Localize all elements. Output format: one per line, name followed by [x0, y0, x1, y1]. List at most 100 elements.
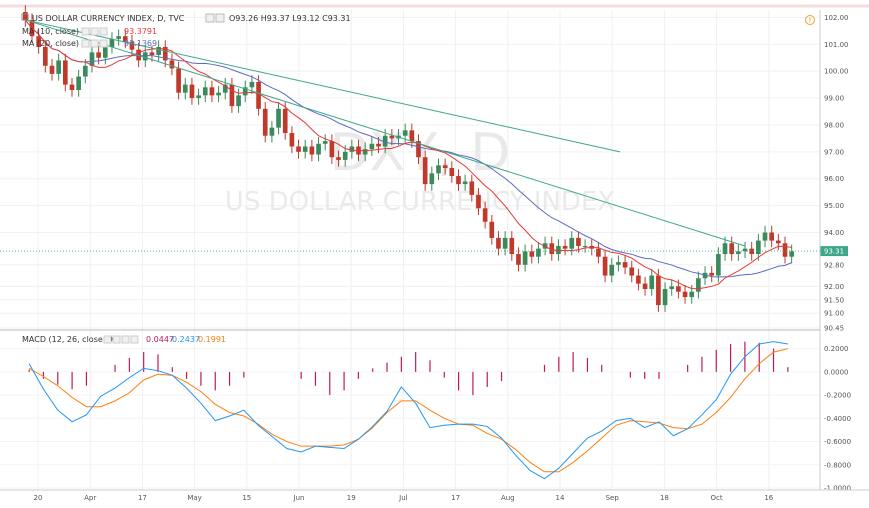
sma20-buttons[interactable]	[81, 39, 108, 48]
macd-tick-label: -0.2000	[824, 392, 851, 400]
candle-body	[296, 146, 301, 152]
x-tick-label: 17	[451, 494, 460, 502]
candle-body	[642, 283, 648, 290]
candle-body	[402, 130, 408, 136]
x-tick-label: Sep	[606, 494, 620, 502]
sma20-label: MA (20, close)	[22, 39, 79, 48]
candle-body	[122, 36, 128, 42]
legend-buttons[interactable]	[205, 13, 225, 23]
candle-body	[109, 38, 115, 47]
candle-body	[409, 130, 415, 142]
price-tick-label: 90.45	[824, 325, 844, 333]
price-tick-label: 92.00	[824, 283, 844, 291]
macd-buttons[interactable]	[103, 335, 139, 344]
macd-tick-label: -0.6000	[824, 438, 851, 446]
price-tick-label: 91.00	[824, 310, 844, 318]
candle-body	[309, 146, 315, 155]
sma10-buttons[interactable]	[81, 27, 108, 36]
macd-close-icon[interactable]	[121, 335, 130, 344]
settings-icon[interactable]	[215, 13, 225, 23]
alert-icon[interactable]	[805, 15, 815, 25]
candle-body	[756, 240, 761, 255]
candle-body	[149, 52, 155, 56]
candle-body	[422, 157, 428, 185]
candle-body	[476, 194, 481, 209]
candle-body	[22, 12, 28, 21]
price-tick-label: 100.00	[824, 68, 849, 76]
candle-body	[742, 248, 748, 252]
price-tick-label: 99.00	[824, 95, 844, 103]
candle-body	[196, 95, 201, 99]
sma20-close-icon[interactable]	[99, 39, 108, 48]
candle-body	[736, 251, 741, 255]
sma10-line	[24, 19, 792, 290]
macd-hist-value: 0.0447	[146, 335, 174, 344]
candle-body	[582, 245, 588, 247]
candle-body	[129, 41, 135, 50]
candle-body	[49, 65, 55, 74]
candle-body	[82, 65, 88, 77]
sma20-settings-icon[interactable]	[90, 39, 99, 48]
candle-body	[276, 108, 281, 128]
macd-title: MACD (12, 26, close, 9)	[22, 335, 116, 344]
x-tick-label: Jul	[398, 494, 408, 502]
macd-more-icon[interactable]	[130, 335, 139, 344]
price-tick-label: 101.00	[824, 41, 849, 49]
macd-settings-icon[interactable]	[112, 335, 121, 344]
candle-body	[342, 151, 348, 160]
macd-tick-label: 0.2000	[824, 345, 849, 353]
axes: 20 Apr 17 May 15 Jun 19 Jul 17 Aug 14 Sep 18 Oct 16 102…	[34, 14, 851, 502]
candle-body	[762, 232, 768, 241]
last-price-label: 93.31	[824, 248, 844, 256]
candle-body	[269, 127, 275, 136]
candle-body	[469, 181, 475, 195]
candle-body	[362, 149, 368, 155]
price-tick-label: 92.80	[824, 261, 844, 269]
candle-body	[616, 262, 621, 265]
sma20-visibility-icon[interactable]	[81, 39, 90, 48]
candle-body	[76, 76, 81, 90]
x-tick-label: 20	[34, 494, 43, 502]
macd-line	[28, 341, 788, 480]
candle-body	[209, 87, 215, 96]
candle-body	[116, 36, 121, 39]
candle-body	[489, 221, 495, 238]
candle-body	[569, 237, 575, 249]
candle-body	[142, 52, 148, 61]
candle-body	[229, 84, 235, 107]
candle-body	[596, 248, 601, 257]
candle-body	[322, 141, 328, 144]
candle-body	[202, 87, 208, 96]
candle-body	[282, 108, 288, 134]
macd-tick-label: -0.8000	[824, 461, 851, 469]
x-tick-label: Jun	[293, 494, 305, 502]
candle-body	[62, 60, 68, 85]
sma10-close-icon[interactable]	[99, 27, 108, 36]
collapse-legend-icon[interactable]	[21, 13, 29, 21]
candle-body	[509, 237, 515, 255]
candle-body	[222, 84, 228, 93]
candle-body	[689, 291, 695, 298]
macd-tick-label: -1.0000	[824, 485, 851, 493]
visibility-icon[interactable]	[205, 13, 215, 23]
candle-body	[696, 278, 701, 292]
candle-body	[96, 52, 101, 58]
candle-body	[376, 143, 381, 147]
candle-body	[502, 237, 508, 249]
price-tick-label: 91.50	[824, 296, 844, 304]
macd-visibility-icon[interactable]	[103, 335, 112, 344]
candle-body	[522, 251, 528, 265]
price-tick-label: 98.00	[824, 121, 844, 129]
sma10-settings-icon[interactable]	[90, 27, 99, 36]
x-tick-label: 16	[764, 494, 773, 502]
candle-body	[329, 141, 335, 158]
candle-body	[729, 243, 735, 255]
candle-body	[636, 275, 641, 284]
candle-body	[242, 87, 248, 96]
candle-body	[36, 36, 41, 47]
ohlc-values: O93.26 H93.37 L93.12 C93.31	[229, 14, 351, 23]
candle-body	[162, 46, 168, 61]
sma10-visibility-icon[interactable]	[81, 27, 90, 36]
candle-body	[549, 243, 555, 255]
